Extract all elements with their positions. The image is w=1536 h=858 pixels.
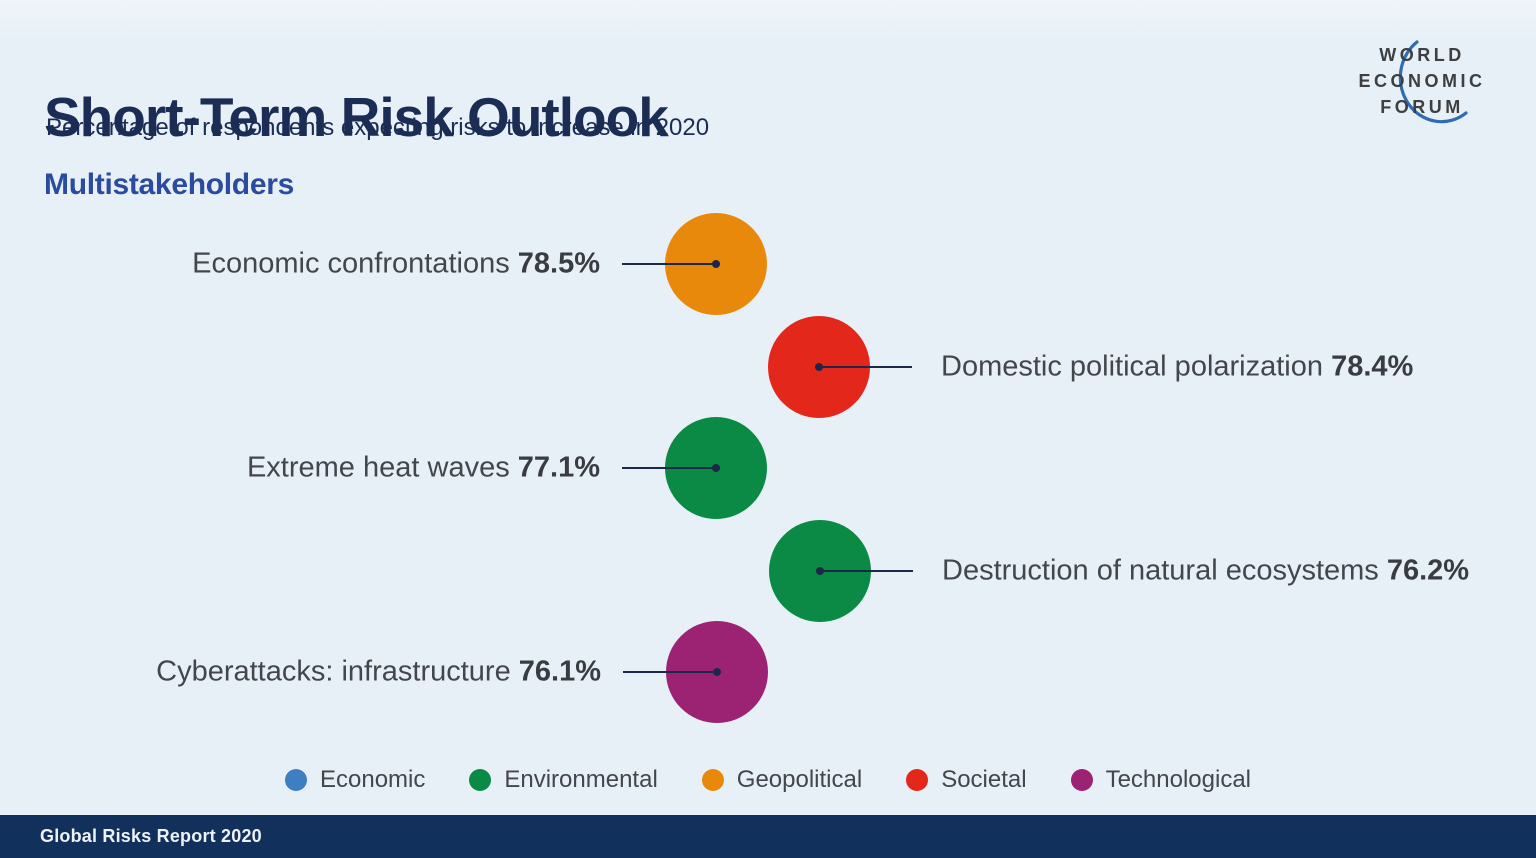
bubble-center-dot [712,464,720,472]
bubble-center-dot [713,668,721,676]
legend-item: Environmental [469,766,658,794]
category-legend: Economic Environmental Geopolitical Societa… [0,766,1536,794]
legend-label: Societal [941,766,1027,793]
risk-name: Destruction of natural ecosystems [942,554,1387,587]
bubble-center-dot [816,567,824,575]
connector-line [819,366,912,368]
logo-text: WORLD ECONOMIC FORUM [1350,42,1494,120]
connector-line [622,467,716,469]
page-title: Short-Term Risk Outlook [44,85,669,148]
legend-label: Environmental [504,766,658,793]
legend-dot [469,769,492,791]
connector-line [820,570,913,572]
page-subtitle: Percentage of respondents expecting risk… [46,114,710,141]
logo-line-1: WORLD [1379,45,1465,65]
risk-value: 76.2% [1386,554,1470,587]
legend-dot [284,769,307,791]
connector-line [623,671,717,673]
risk-name: Extreme heat waves [246,451,518,484]
legend-label: Economic [319,766,426,793]
risk-label: Extreme heat waves 77.1% [247,452,600,485]
legend-item: Technological [1070,766,1252,794]
footer-bar: Global Risks Report 2020 [0,815,1536,858]
risk-name: Domestic political polarization [941,350,1332,383]
risk-label: Economic confrontations 78.5% [192,248,600,281]
bubble-center-dot [712,260,720,268]
legend-label: Geopolitical [736,766,863,793]
legend-dot [1070,769,1093,791]
connector-line [622,263,716,265]
logo-line-2: ECONOMIC [1358,71,1486,91]
risk-label: Destruction of natural ecosystems 76.2% [942,555,1469,588]
legend-dot [701,769,724,791]
risk-label: Cyberattacks: infrastructure 76.1% [156,656,601,689]
legend-label: Technological [1105,766,1252,793]
risk-label: Domestic political polarization 78.4% [941,351,1413,384]
risk-value: 78.4% [1331,350,1414,383]
legend-item: Economic [284,766,426,794]
legend-dot [906,769,929,791]
legend-item: Societal [906,766,1027,794]
world-economic-forum-logo: WORLD ECONOMIC FORUM [1350,40,1494,134]
legend-item: Geopolitical [701,766,863,794]
bubble-center-dot [815,363,823,371]
risk-value: 77.1% [517,451,600,484]
risk-value: 78.5% [517,247,600,280]
section-label: Multistakeholders [44,168,294,201]
risk-name: Economic confrontations [192,247,518,280]
risk-name: Cyberattacks: infrastructure [156,655,519,688]
logo-swoosh-arc [1398,40,1468,124]
logo-line-3: FORUM [1380,97,1464,117]
footer-text: Global Risks Report 2020 [40,826,262,846]
risk-value: 76.1% [518,655,601,688]
